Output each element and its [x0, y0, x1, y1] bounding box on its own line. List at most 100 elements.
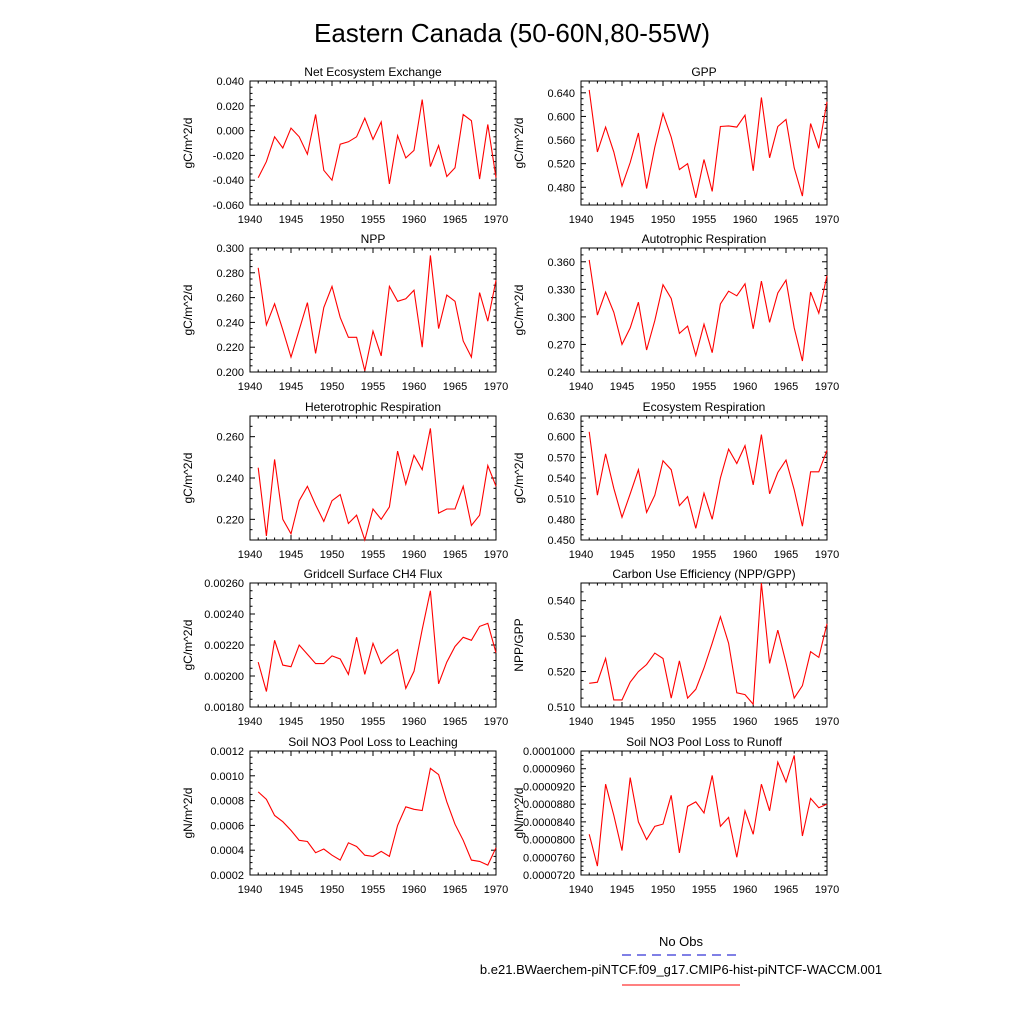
chart-panel: Ecosystem Respiration gC/m^2/d 0.450 0.480 0… — [512, 400, 839, 561]
y-tick-label: 0.0004 — [210, 845, 244, 857]
y-tick-label: 0.480 — [547, 514, 575, 526]
x-tick-label: 1945 — [610, 549, 634, 561]
y-tick-label: 0.0000800 — [523, 835, 575, 847]
chart-panel: Autotrophic Respiration gC/m^2/d 0.240 0.27… — [512, 232, 839, 393]
y-tick-label: 0.0000840 — [523, 817, 575, 829]
x-tick-label: 1955 — [361, 381, 385, 393]
y-tick-label: 0.300 — [216, 243, 244, 255]
y-axis-label: gN/m^2/d — [181, 788, 195, 839]
x-tick-label: 1970 — [484, 716, 508, 728]
x-tick-label: 1955 — [692, 214, 716, 226]
y-tick-label: 0.330 — [547, 284, 575, 296]
series-line — [589, 582, 828, 706]
y-tick-label: 0.360 — [547, 257, 575, 269]
x-tick-label: 1965 — [774, 884, 798, 896]
y-tick-label: 0.270 — [547, 339, 575, 351]
x-tick-label: 1965 — [774, 214, 798, 226]
chart-panel: Soil NO3 Pool Loss to Leaching gN/m^2/d 0.… — [181, 735, 508, 896]
x-tick-label: 1955 — [692, 549, 716, 561]
x-tick-label: 1940 — [569, 381, 593, 393]
y-tick-label: 0.0000720 — [523, 870, 575, 882]
y-tick-label: 0.0002 — [210, 870, 244, 882]
legend-obs-label: No Obs — [659, 934, 704, 949]
x-tick-label: 1960 — [733, 214, 757, 226]
y-tick-label: 0.00240 — [204, 609, 244, 621]
y-tick-label: -0.040 — [213, 175, 244, 187]
x-tick-label: 1940 — [569, 884, 593, 896]
series-line — [257, 99, 497, 184]
x-tick-label: 1960 — [733, 549, 757, 561]
chart-panel: NPP gC/m^2/d 0.200 0.220 0.240 0.260 0.280 0.30… — [181, 232, 508, 393]
legend-model-label: b.e21.BWaerchem-piNTCF.f09_g17.CMIP6-his… — [480, 962, 882, 977]
y-axis-label: gC/m^2/d — [512, 285, 526, 336]
x-tick-label: 1940 — [569, 716, 593, 728]
x-tick-label: 1945 — [279, 214, 303, 226]
x-tick-label: 1950 — [320, 716, 344, 728]
y-tick-label: 0.00220 — [204, 640, 244, 652]
y-axis-label: gC/m^2/d — [512, 118, 526, 169]
x-tick-label: 1960 — [402, 214, 426, 226]
x-tick-label: 1960 — [733, 884, 757, 896]
y-tick-label: 0.020 — [216, 101, 244, 113]
x-tick-label: 1950 — [651, 884, 675, 896]
x-tick-label: 1950 — [651, 549, 675, 561]
x-tick-label: 1950 — [651, 716, 675, 728]
panel-title: Carbon Use Efficiency (NPP/GPP) — [612, 567, 795, 581]
x-tick-label: 1940 — [569, 214, 593, 226]
x-tick-label: 1960 — [402, 381, 426, 393]
y-tick-label: -0.020 — [213, 150, 244, 162]
x-tick-label: 1945 — [610, 716, 634, 728]
x-tick-label: 1940 — [238, 381, 262, 393]
panel-title: GPP — [691, 65, 716, 79]
y-tick-label: 0.640 — [547, 88, 575, 100]
y-tick-label: 0.260 — [216, 293, 244, 305]
y-tick-label: 0.450 — [547, 535, 575, 547]
x-tick-label: 1940 — [569, 549, 593, 561]
y-tick-label: 0.040 — [216, 76, 244, 88]
y-tick-label: 0.0000760 — [523, 852, 575, 864]
y-tick-label: -0.060 — [213, 200, 244, 212]
x-tick-label: 1940 — [238, 884, 262, 896]
chart-panel: Soil NO3 Pool Loss to RunoffgN/m^2/d0.00… — [512, 735, 839, 896]
y-tick-label: 0.0012 — [210, 746, 244, 758]
panel-grid: Net Ecosystem Exchange gC/m^2/d -0.060 -0.0… — [181, 65, 839, 896]
y-axis-label: gC/m^2/d — [181, 285, 195, 336]
x-tick-label: 1955 — [692, 381, 716, 393]
y-tick-label: 0.260 — [216, 432, 244, 444]
x-tick-label: 1965 — [774, 716, 798, 728]
y-tick-label: 0.520 — [547, 159, 575, 171]
chart-panel: Net Ecosystem Exchange gC/m^2/d -0.060 -0.0… — [181, 65, 508, 226]
x-tick-label: 1970 — [815, 381, 839, 393]
y-tick-label: 0.0010 — [210, 771, 244, 783]
y-tick-label: 0.0001000 — [523, 746, 575, 758]
chart-panel: GPP gC/m^2/d 0.480 0.520 0.560 0.600 0.640 1940… — [512, 65, 839, 226]
y-tick-label: 0.00180 — [204, 702, 244, 714]
y-tick-label: 0.480 — [547, 182, 575, 194]
x-tick-label: 1945 — [610, 214, 634, 226]
x-tick-label: 1960 — [733, 381, 757, 393]
x-tick-label: 1945 — [279, 381, 303, 393]
legend: No Obs b.e21.BWaerchem-piNTCF.f09_g17.CM… — [480, 934, 882, 986]
x-tick-label: 1970 — [815, 214, 839, 226]
x-tick-label: 1970 — [815, 716, 839, 728]
y-axis-label: gC/m^2/d — [181, 453, 195, 504]
chart-panel: Heterotrophic Respiration gC/m^2/d 0.220 0.… — [181, 400, 508, 561]
x-tick-label: 1960 — [402, 549, 426, 561]
x-tick-label: 1965 — [443, 716, 467, 728]
x-tick-label: 1945 — [279, 716, 303, 728]
series-line — [588, 431, 828, 529]
panel-title: NPP — [361, 232, 386, 246]
x-tick-label: 1945 — [279, 549, 303, 561]
y-axis-label: gC/m^2/d — [181, 118, 195, 169]
x-tick-label: 1965 — [443, 214, 467, 226]
y-tick-label: 0.600 — [547, 111, 575, 123]
y-axis-label: gC/m^2/d — [512, 453, 526, 504]
y-tick-label: 0.0000960 — [523, 764, 575, 776]
series-line — [588, 755, 828, 867]
x-tick-label: 1940 — [238, 549, 262, 561]
y-tick-label: 0.000 — [216, 126, 244, 138]
y-tick-label: 0.540 — [547, 596, 575, 608]
x-tick-label: 1970 — [815, 884, 839, 896]
figure-title: Eastern Canada (50-60N,80-55W) — [314, 18, 710, 48]
plot-frame — [249, 247, 497, 373]
